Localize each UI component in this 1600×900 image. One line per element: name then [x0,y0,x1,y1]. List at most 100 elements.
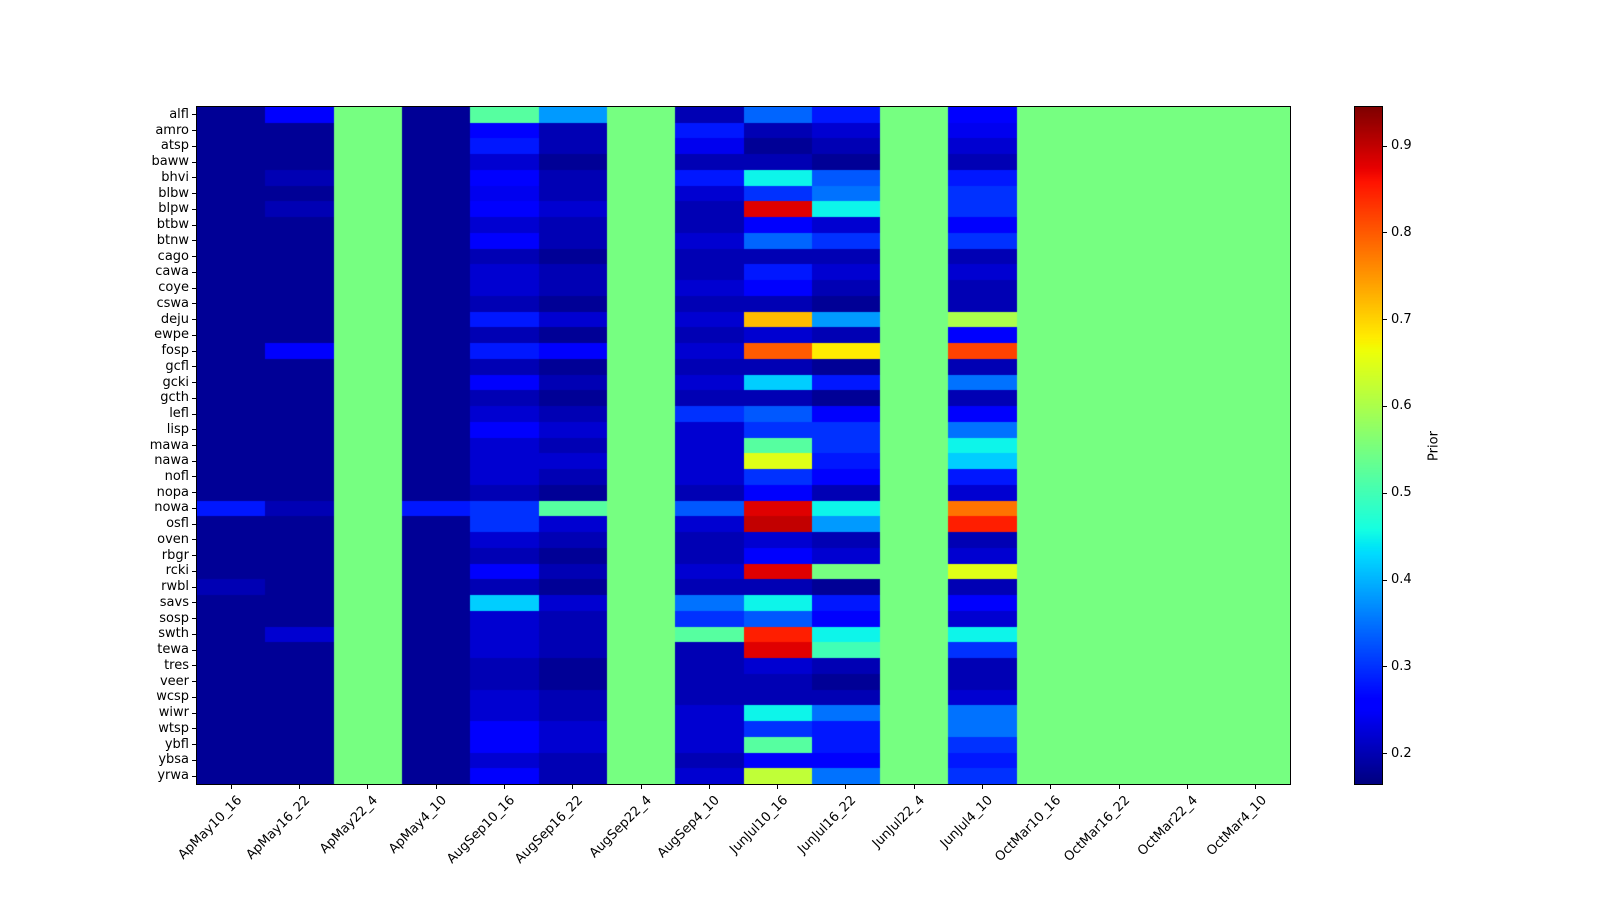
x-tick-label: JunJul22_4 [869,793,928,852]
x-tick [640,785,642,789]
x-tick-label: ApMay4_10 [385,793,450,857]
x-tick [230,785,232,789]
x-tick [503,785,505,789]
y-tick-label: osfl [166,516,189,532]
colorbar-tick-label: 0.9 [1391,138,1412,154]
y-tick [192,602,196,604]
y-tick-label: blpw [158,201,189,217]
y-tick-label: cawa [155,264,189,280]
y-tick-label: wcsp [156,689,189,705]
y-tick-label: oven [157,531,189,547]
colorbar-tick-label: 0.2 [1391,745,1412,761]
x-tick [1187,785,1189,789]
y-tick [192,193,196,195]
y-tick [192,492,196,494]
x-tick-label: AugSep4_10 [654,793,723,862]
x-tick [1050,785,1052,789]
colorbar [1355,107,1382,784]
y-tick [192,649,196,651]
colorbar-tick [1383,666,1387,668]
y-tick [192,429,196,431]
y-tick-label: veer [159,673,189,689]
y-tick-label: swth [158,626,189,642]
y-tick [192,728,196,730]
y-tick [192,633,196,635]
colorbar-tick-label: 0.7 [1391,311,1412,327]
y-tick [192,319,196,321]
y-tick [192,539,196,541]
x-tick [982,785,984,789]
y-tick-label: nawa [154,453,189,469]
y-tick [192,287,196,289]
colorbar-tick [1383,753,1387,755]
y-tick-label: sosp [159,610,189,626]
colorbar-tick-label: 0.3 [1391,658,1412,674]
y-tick-label: tres [164,657,189,673]
x-tick [1118,785,1120,789]
x-tick [367,785,369,789]
y-tick [192,366,196,368]
y-tick [192,681,196,683]
y-tick-label: yrwa [157,768,189,784]
colorbar-tick-label: 0.6 [1391,398,1412,414]
y-tick [192,224,196,226]
x-tick [1255,785,1257,789]
y-tick-label: nofl [164,468,189,484]
colorbar-label: Prior [1426,431,1442,461]
colorbar-tick [1383,579,1387,581]
x-tick [777,785,779,789]
y-tick-label: gcfl [165,358,189,374]
y-tick-label: rwbl [161,579,189,595]
x-tick-label: OctMar10_16 [992,793,1065,865]
x-tick [298,785,300,789]
y-tick-label: nopa [156,484,189,500]
y-tick-label: deju [160,311,189,327]
y-tick [192,618,196,620]
colorbar-tick [1383,492,1387,494]
y-tick-label: cago [157,248,189,264]
colorbar-tick [1383,319,1387,321]
colorbar-tick-label: 0.4 [1391,572,1412,588]
y-tick [192,177,196,179]
colorbar-tick [1383,232,1387,234]
y-tick [192,334,196,336]
y-tick [192,145,196,147]
y-tick-label: wtsp [158,720,189,736]
y-tick [192,744,196,746]
x-tick-label: OctMar4_10 [1203,793,1270,859]
x-tick-label: AugSep16_22 [512,793,587,867]
y-tick [192,712,196,714]
colorbar-tick-label: 0.5 [1391,485,1412,501]
y-tick [192,130,196,132]
y-tick [192,696,196,698]
y-tick-label: fosp [161,343,189,359]
x-tick-label: JunJul16_22 [795,793,860,858]
y-tick-label: gcki [162,374,189,390]
y-tick [192,303,196,305]
y-tick-label: rbgr [161,547,189,563]
x-tick-label: OctMar22_4 [1135,793,1202,859]
y-tick [192,507,196,509]
y-tick-label: ybfl [164,736,189,752]
y-tick [192,759,196,761]
y-tick-label: lisp [166,421,189,437]
y-tick-label: rcki [165,563,189,579]
y-tick [192,775,196,777]
x-tick [708,785,710,789]
y-tick-label: wiwr [158,705,189,721]
y-tick [192,161,196,163]
y-tick-label: ewpe [154,327,189,343]
x-tick [845,785,847,789]
x-tick-label: JunJul4_10 [937,793,997,852]
y-tick-label: cswa [156,295,189,311]
y-tick [192,445,196,446]
y-tick-label: baww [151,154,189,170]
y-tick [192,586,196,588]
y-tick-label: alfl [169,106,189,122]
x-tick-label: ApMay16_22 [243,793,314,863]
y-tick [192,382,196,384]
y-tick [192,114,196,116]
y-tick [192,570,196,572]
y-tick-label: mawa [149,437,189,453]
